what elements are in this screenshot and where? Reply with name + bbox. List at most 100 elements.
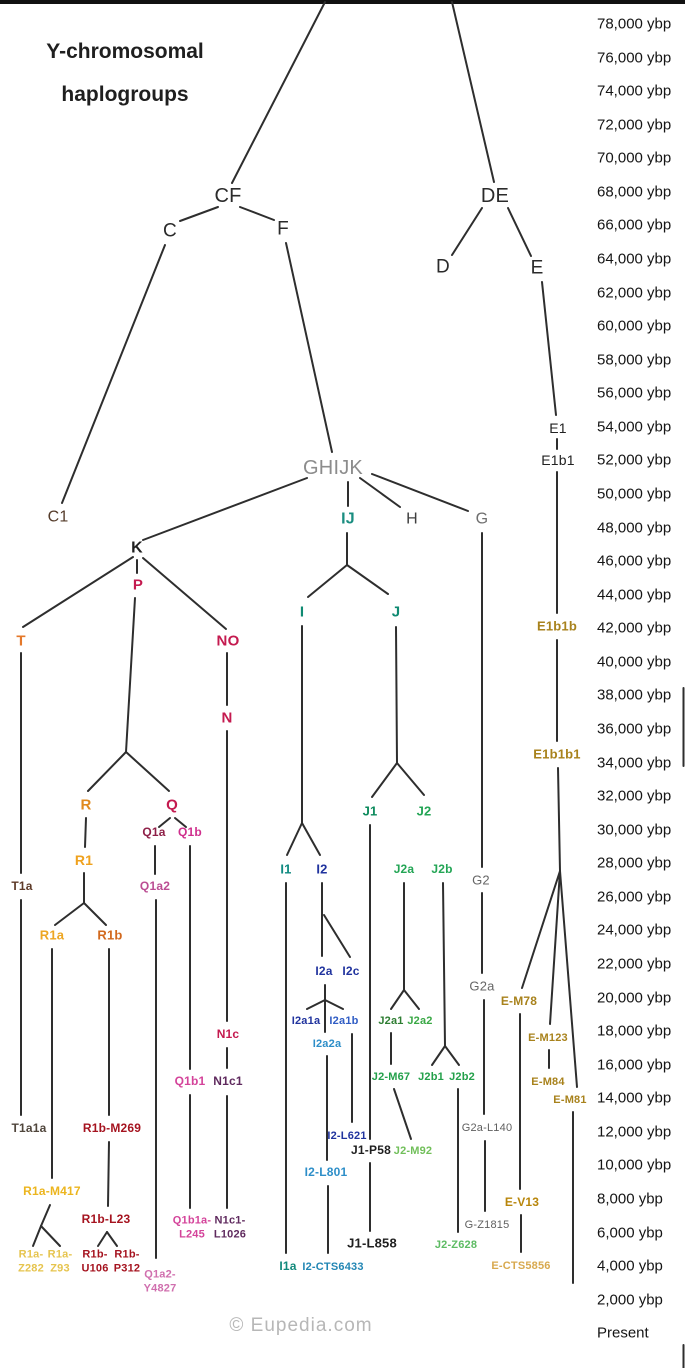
- branch-line: [371, 762, 398, 798]
- haplogroup-node-j1: J1: [362, 803, 378, 819]
- timeline-label: 58,000 ybp: [597, 351, 672, 369]
- haplogroup-node-g2a: G2a: [469, 978, 495, 994]
- timeline-label: 60,000 ybp: [597, 317, 672, 335]
- haplogroup-node-r1: R1: [74, 851, 94, 868]
- branch-line: [301, 822, 321, 856]
- haplogroup-node-cf: CF: [214, 185, 242, 207]
- timeline-label: 18,000 ybp: [597, 1022, 672, 1040]
- timeline-label: 20,000 ybp: [597, 989, 672, 1007]
- branch-line: [32, 1225, 42, 1247]
- haplogroup-node-j2b: J2b: [431, 862, 453, 877]
- timeline-label: 32,000 ybp: [597, 787, 672, 805]
- branch-line: [97, 1231, 108, 1247]
- haplogroup-node-q: Q: [166, 796, 178, 814]
- haplogroup-node-r1a-m417: R1a-M417: [23, 1184, 81, 1199]
- branch-line: [431, 1045, 446, 1066]
- branch-line: [559, 870, 578, 1088]
- branch-line: [507, 207, 532, 257]
- haplogroup-node-i2a: I2a: [315, 964, 333, 979]
- haplogroup-node-e1b1b: E1b1b: [536, 618, 578, 634]
- haplogroup-node-j: J: [391, 603, 401, 621]
- haplogroup-node-e-v13: E-V13: [504, 1195, 540, 1210]
- timeline-label: 54,000 ybp: [597, 418, 672, 436]
- timeline-label: 12,000 ybp: [597, 1123, 672, 1141]
- haplogroup-node-r1a: R1a: [39, 927, 65, 943]
- haplogroup-node-j2-z628: J2-Z628: [434, 1238, 478, 1251]
- haplogroup-node-i2-l621: I2-L621: [327, 1129, 367, 1142]
- timeline-label: 42,000 ybp: [597, 619, 672, 637]
- branch-line: [541, 281, 557, 416]
- timeline-label: 30,000 ybp: [597, 821, 672, 839]
- timeline-label: 70,000 ybp: [597, 149, 672, 167]
- timeline-label: 76,000 ybp: [597, 49, 672, 67]
- branch-line: [40, 1225, 61, 1247]
- haplogroup-node-n: N: [221, 709, 233, 727]
- haplogroup-node-e-m123: E-M123: [528, 1031, 568, 1044]
- haplogroup-node-k: K: [131, 539, 143, 557]
- top-border-bar: [0, 0, 685, 4]
- haplogroup-node-i: I: [299, 603, 305, 621]
- timeline-label: 48,000 ybp: [597, 519, 672, 537]
- haplogroup-node-j2b1: J2b1: [418, 1070, 444, 1083]
- branch-line: [390, 989, 405, 1010]
- timeline-label: 2,000 ybp: [597, 1291, 663, 1309]
- haplogroup-node-j2-m92: J2-M92: [393, 1144, 433, 1157]
- haplogroup-node-d: D: [436, 256, 450, 278]
- haplogroup-node-e-cts5856: E-CTS5856: [491, 1259, 551, 1272]
- haplogroup-node-g-z1815: G-Z1815: [464, 1218, 510, 1231]
- timeline-label: 52,000 ybp: [597, 451, 672, 469]
- page-title-line1: Y-chromosomal: [46, 40, 204, 63]
- haplogroup-node-q1b: Q1b: [178, 825, 202, 840]
- page-title-line2: haplogroups: [61, 83, 189, 106]
- haplogroup-node-e1b1b1: E1b1b1: [533, 746, 581, 762]
- branch-line: [142, 557, 227, 630]
- branch-line: [549, 870, 561, 1025]
- branch-line: [54, 902, 85, 926]
- branch-line: [179, 206, 219, 222]
- branch-line: [106, 1231, 118, 1247]
- timeline-label: 38,000 ybp: [597, 686, 672, 704]
- timeline-label: 4,000 ybp: [597, 1257, 663, 1275]
- branch-line: [83, 902, 107, 926]
- branch-line: [285, 242, 333, 453]
- haplogroup-node-j2b2: J2b2: [449, 1070, 475, 1083]
- haplogroup-node-j2: J2: [416, 803, 432, 819]
- haplogroup-node-n1c1: N1c1: [213, 1074, 243, 1089]
- branch-line: [306, 999, 326, 1010]
- haplogroup-node-i1: I1: [280, 861, 292, 877]
- timeline-label: Present: [597, 1324, 649, 1342]
- haplogroup-node-t1a: T1a: [11, 879, 33, 894]
- haplogroup-node-de: DE: [480, 185, 510, 207]
- branch-line: [451, 207, 483, 256]
- branch-line: [323, 914, 351, 958]
- haplogroup-node-r1b-u106: R1b- U106: [81, 1248, 109, 1275]
- haplogroup-node-e: E: [530, 257, 544, 279]
- timeline-label: 24,000 ybp: [597, 921, 672, 939]
- haplogroup-node-r1b-p312: R1b- P312: [113, 1248, 141, 1275]
- haplogroup-node-n1c: N1c: [216, 1027, 240, 1042]
- branch-line: [87, 751, 127, 792]
- haplogroup-node-j2a: J2a: [393, 862, 415, 877]
- branch-line: [557, 767, 561, 872]
- haplogroup-node-ghijk: GHIJK: [303, 457, 363, 479]
- branch-line: [307, 564, 348, 598]
- branch-line: [84, 817, 87, 848]
- timeline-label: 26,000 ybp: [597, 888, 672, 906]
- haplogroup-node-r1b-m269: R1b-M269: [82, 1121, 142, 1136]
- haplogroup-node-e1b1: E1b1: [541, 451, 575, 468]
- timeline-label: 64,000 ybp: [597, 250, 672, 268]
- branch-line: [403, 989, 420, 1010]
- branch-line: [61, 244, 166, 504]
- haplogroup-node-q1a: Q1a: [142, 825, 166, 840]
- branch-line: [22, 556, 134, 628]
- branch-line: [125, 751, 170, 792]
- timeline-label: 62,000 ybp: [597, 284, 672, 302]
- haplogroup-node-f: F: [277, 218, 289, 240]
- branch-line: [324, 999, 344, 1010]
- timeline-label: 14,000 ybp: [597, 1089, 672, 1107]
- haplogroup-node-r1a-z282: R1a- Z282: [18, 1248, 44, 1275]
- branch-line: [346, 564, 389, 595]
- timeline-label: 28,000 ybp: [597, 854, 672, 872]
- timeline-label: 68,000 ybp: [597, 183, 672, 201]
